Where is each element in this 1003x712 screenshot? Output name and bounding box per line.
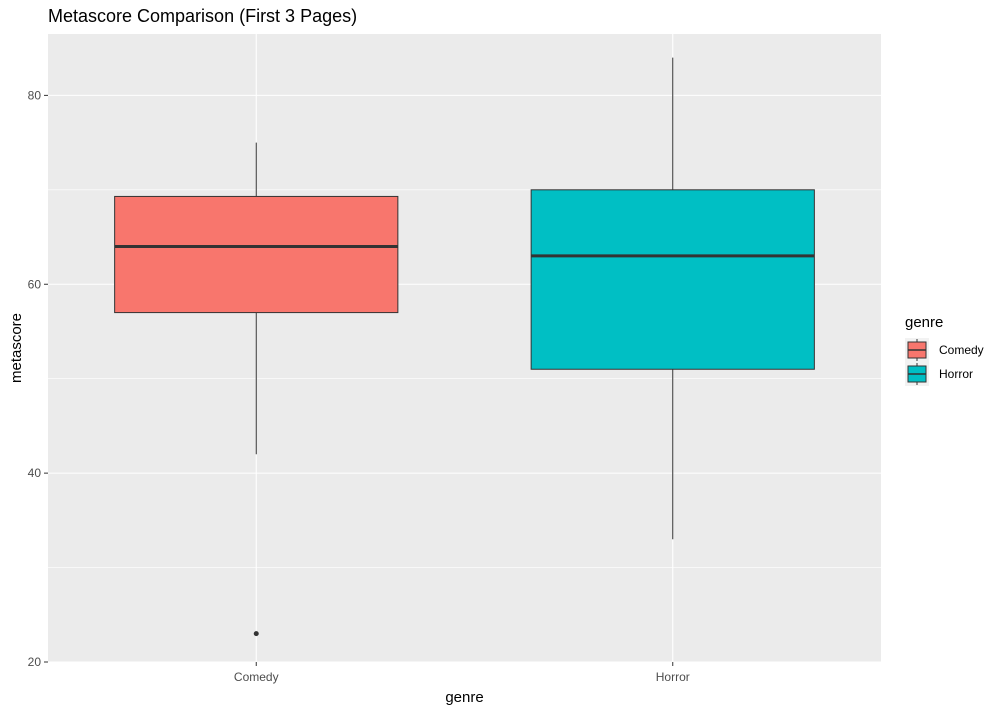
x-tick-label: Horror: [656, 670, 690, 684]
legend: genre Comedy Horror: [905, 314, 984, 386]
legend-label: Comedy: [939, 343, 984, 357]
x-axis-title: genre: [445, 689, 483, 706]
chart-title: Metascore Comparison (First 3 Pages): [48, 6, 358, 26]
outlier-point: [253, 631, 259, 637]
legend-key-comedy: [905, 338, 929, 362]
y-tick-label: 60: [28, 277, 42, 291]
box: [114, 195, 399, 314]
legend-label: Horror: [939, 367, 973, 381]
y-axis-title: metascore: [8, 313, 25, 383]
boxplot-horror: [530, 57, 815, 540]
y-axis: 20 40 60 80: [28, 88, 48, 669]
boxplot-comedy: [114, 142, 399, 637]
legend-title: genre: [905, 314, 943, 331]
x-axis: Comedy Horror: [234, 662, 690, 684]
legend-key-horror: [905, 362, 929, 386]
y-tick-label: 20: [28, 655, 42, 669]
y-tick-label: 80: [28, 88, 42, 102]
x-tick-label: Comedy: [234, 670, 279, 684]
y-tick-label: 40: [28, 466, 42, 480]
boxplots: [114, 57, 815, 637]
box: [530, 189, 815, 370]
